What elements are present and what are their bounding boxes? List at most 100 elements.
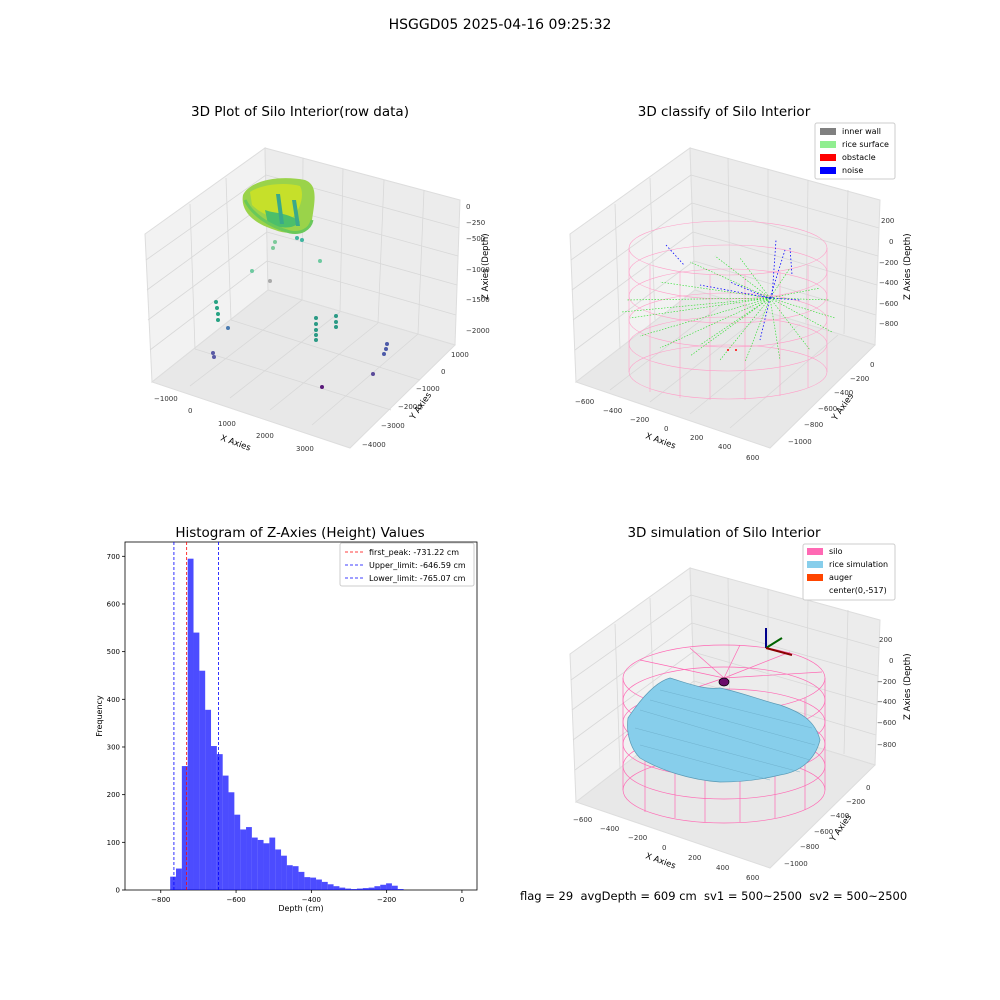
raw-ztick: −1500 xyxy=(466,296,490,304)
classify-xtick: −400 xyxy=(603,407,622,415)
sim-legend: silo rice simulation auger center(0,-517… xyxy=(802,543,896,601)
hist-bar xyxy=(286,865,293,890)
hist-bar xyxy=(380,884,387,890)
sim-ztick: −200 xyxy=(877,678,896,686)
hist-bar xyxy=(351,889,357,890)
sim-legend-label: rice simulation xyxy=(829,560,888,569)
hist-bar xyxy=(222,775,229,890)
hist-yticks: 0 100 200 300 400 500 600 700 xyxy=(107,553,125,895)
classify-noise xyxy=(665,239,801,341)
hist-ytick-label: 200 xyxy=(107,791,120,799)
classify-axis-ticks: −600 −400 −200 0 200 400 600 0 −200 −400… xyxy=(575,217,898,462)
hist-bar xyxy=(397,889,404,890)
hist-bar xyxy=(246,827,252,890)
classify-inner-wall xyxy=(628,220,828,400)
classify-ztick: 0 xyxy=(889,238,893,246)
raw-xlabel: X Axies xyxy=(219,433,252,453)
hist-xtick-label: −400 xyxy=(302,896,321,904)
sim-xtick: 600 xyxy=(746,874,759,882)
sim-rice-mesh xyxy=(634,689,816,781)
classify-ztick: −800 xyxy=(879,320,898,328)
sim-ztick: −600 xyxy=(877,719,896,727)
sim-ytick: 0 xyxy=(866,784,870,792)
classify-legend-label: noise xyxy=(842,166,863,175)
hist-legend-label: first_peak: -731.22 cm xyxy=(369,548,459,557)
hist-bar xyxy=(216,754,223,890)
raw-surface-cloud xyxy=(242,178,315,234)
raw-ztick: −1000 xyxy=(466,266,490,274)
raw-zlabel: Z Axies (Depth) xyxy=(481,233,491,300)
classify-ytick: −800 xyxy=(804,421,823,429)
sim-ytick: −400 xyxy=(830,812,849,820)
hist-bar xyxy=(333,886,340,890)
classify-legend-swatch xyxy=(820,128,836,135)
raw-xtick: −1000 xyxy=(154,395,178,403)
sim-ytick: −1000 xyxy=(784,860,808,868)
panel-raw-title: 3D Plot of Silo Interior(row data) xyxy=(191,104,409,120)
hist-legend-label: Upper_limit: -646.59 cm xyxy=(369,561,466,570)
hist-xtick-label: 0 xyxy=(460,896,464,904)
raw-xtick: 3000 xyxy=(296,445,314,453)
hist-ytick-label: 400 xyxy=(107,696,120,704)
hist-bar xyxy=(176,868,182,890)
hist-bar xyxy=(368,887,375,890)
hist-ytick-label: 500 xyxy=(107,648,120,656)
sim-axis-ticks: −600 −400 −200 0 200 400 600 0 −200 −400… xyxy=(573,636,896,882)
classify-ztick: 200 xyxy=(881,217,894,225)
sim-legend-swatch xyxy=(807,561,823,568)
hist-ytick-label: 300 xyxy=(107,743,120,751)
raw-ytick: −1000 xyxy=(416,385,440,393)
hist-bar xyxy=(316,879,322,890)
hist-bar xyxy=(327,884,334,890)
hist-bar xyxy=(362,888,369,890)
raw-axis-ticks: −1000 0 1000 2000 3000 1000 0 −1000 −200… xyxy=(154,203,490,453)
classify-xtick: −600 xyxy=(575,398,594,406)
sim-ztick: −400 xyxy=(877,698,896,706)
hist-xtick-label: −800 xyxy=(151,896,170,904)
classify-ytick: 0 xyxy=(870,361,874,369)
sim-ztick: 200 xyxy=(879,636,892,644)
classify-xtick: 600 xyxy=(746,454,759,462)
classify-ytick: −200 xyxy=(850,375,869,383)
classify-ztick: −600 xyxy=(879,300,898,308)
hist-legend-label: Lower_limit: -765.07 cm xyxy=(369,574,466,583)
classify-legend-swatch xyxy=(820,154,836,161)
sim-legend-label: center(0,-517) xyxy=(829,586,887,595)
sim-xlabel: X Axies xyxy=(644,851,677,871)
hist-bar xyxy=(292,866,299,890)
sim-rice-surface xyxy=(627,677,821,783)
hist-bar xyxy=(187,558,194,890)
hist-bar xyxy=(339,887,346,890)
raw-scatter-points xyxy=(211,236,389,389)
raw-ytick: −4000 xyxy=(362,441,386,449)
status-footer: flag = 29 avgDepth = 609 cm sv1 = 500~25… xyxy=(520,889,908,903)
hist-bars xyxy=(170,558,404,890)
hist-bar xyxy=(181,766,188,890)
hist-plot-area xyxy=(124,541,478,891)
hist-bar xyxy=(251,837,258,890)
sim-zlabel: Z Axies (Depth) xyxy=(903,653,913,720)
hist-bar xyxy=(298,871,305,890)
hist-ytick-label: 600 xyxy=(107,600,120,608)
hist-bar xyxy=(345,888,352,890)
classify-xtick: −200 xyxy=(630,416,649,424)
hist-xtick-label: −200 xyxy=(377,896,396,904)
sim-xtick: 0 xyxy=(662,844,666,852)
raw-ztick: −500 xyxy=(466,235,485,243)
raw-ztick: 0 xyxy=(466,203,470,211)
hist-bar xyxy=(310,877,317,890)
hist-vlines xyxy=(173,542,219,890)
hist-bar xyxy=(257,839,264,890)
hist-bar xyxy=(269,837,276,890)
classify-floor-pane xyxy=(574,289,876,449)
classify-legend-label: inner wall xyxy=(842,127,881,136)
classify-xtick: 200 xyxy=(690,434,703,442)
classify-ztick: −400 xyxy=(879,279,898,287)
raw-xtick: 0 xyxy=(188,407,192,415)
panel-histogram: Histogram of Z-Axies (Height) Values −80… xyxy=(95,525,478,913)
hist-title: Histogram of Z-Axies (Height) Values xyxy=(175,525,424,541)
figure-title: HSGGD05 2025-04-16 09:25:32 xyxy=(388,17,612,33)
classify-legend-label: rice surface xyxy=(842,140,889,149)
hist-bar xyxy=(281,855,287,890)
